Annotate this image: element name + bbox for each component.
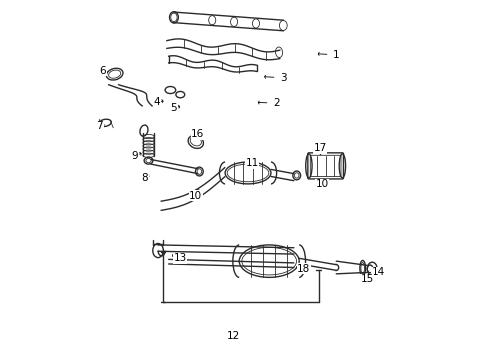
Text: 10: 10	[315, 179, 328, 189]
Text: 14: 14	[371, 267, 385, 278]
FancyBboxPatch shape	[307, 153, 343, 179]
Text: 7: 7	[96, 121, 104, 131]
Ellipse shape	[170, 13, 177, 22]
Text: 16: 16	[191, 129, 204, 139]
Text: 2: 2	[258, 98, 279, 108]
Text: 11: 11	[245, 158, 258, 168]
Text: 18: 18	[296, 264, 310, 274]
Text: 12: 12	[226, 330, 239, 341]
Text: 10: 10	[189, 190, 202, 201]
Text: 1: 1	[318, 50, 339, 60]
Text: 13: 13	[172, 253, 186, 263]
Text: 4: 4	[153, 98, 163, 107]
Text: 15: 15	[360, 274, 373, 284]
Text: 17: 17	[313, 143, 326, 154]
Ellipse shape	[190, 136, 201, 146]
Text: 5: 5	[170, 103, 179, 113]
Text: 3: 3	[264, 73, 286, 83]
Text: 9: 9	[132, 151, 141, 161]
Text: 8: 8	[142, 173, 149, 183]
Text: 6: 6	[99, 66, 106, 76]
